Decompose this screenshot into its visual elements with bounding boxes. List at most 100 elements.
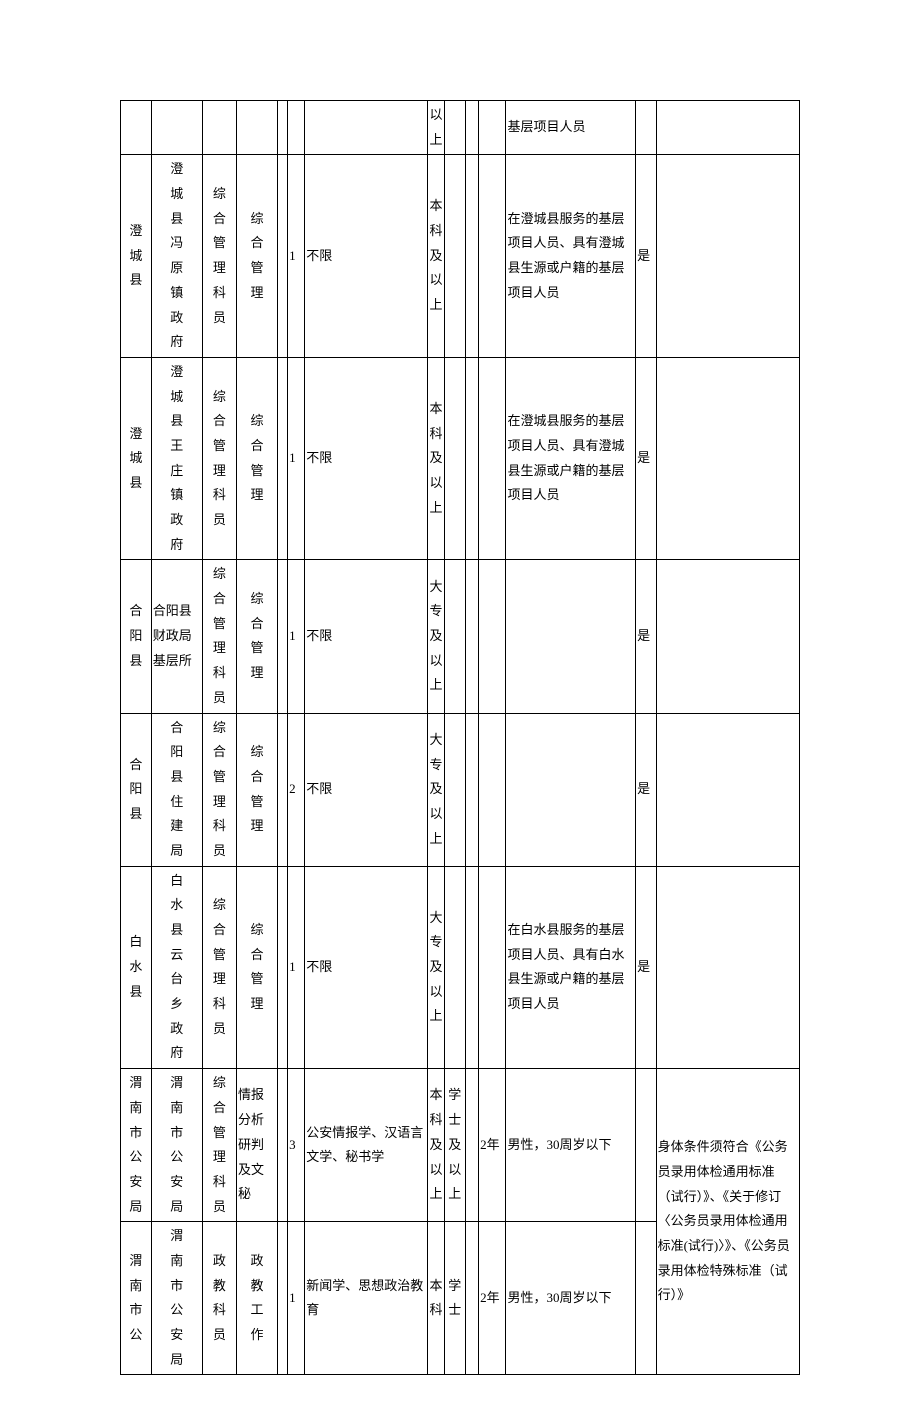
cell xyxy=(305,101,428,155)
cell xyxy=(465,1222,479,1375)
cell: 政教科员 xyxy=(202,1222,236,1375)
cell: 1 xyxy=(288,1222,305,1375)
cell xyxy=(479,560,506,713)
cell xyxy=(277,1222,287,1375)
cell: 2 xyxy=(288,713,305,866)
cell: 2年 xyxy=(479,1222,506,1375)
cell: 本科及以上 xyxy=(428,1069,445,1222)
cell: 综合管理科员 xyxy=(202,866,236,1069)
cell: 综合管理科员 xyxy=(202,713,236,866)
cell xyxy=(465,713,479,866)
cell: 基层项目人员 xyxy=(506,101,636,155)
cell xyxy=(202,101,236,155)
cell: 不限 xyxy=(305,713,428,866)
cell: 综合管理 xyxy=(236,560,277,713)
cell: 不限 xyxy=(305,560,428,713)
table-row: 渭南市公安局渭南市公安局综合管理科员情报分析研判及文秘3公安情报学、汉语言文学、… xyxy=(121,1069,800,1222)
cell: 是 xyxy=(636,560,656,713)
cell: 综合管理 xyxy=(236,155,277,358)
cell: 合阳县住建局 xyxy=(151,713,202,866)
cell xyxy=(465,101,479,155)
cell: 不限 xyxy=(305,155,428,358)
cell xyxy=(277,155,287,358)
cell xyxy=(636,101,656,155)
cell: 澄城县 xyxy=(121,357,152,560)
cell xyxy=(445,713,465,866)
cell xyxy=(656,560,799,713)
cell: 合阳县财政局基层所 xyxy=(151,560,202,713)
cell: 男性，30周岁以下 xyxy=(506,1069,636,1222)
cell xyxy=(656,101,799,155)
cell xyxy=(479,357,506,560)
table-row: 合阳县合阳县财政局基层所综合管理科员综合管理 1不限大专及以上 是 xyxy=(121,560,800,713)
cell: 综合管理科员 xyxy=(202,155,236,358)
cell xyxy=(277,713,287,866)
cell xyxy=(479,101,506,155)
cell: 在白水县服务的基层项目人员、具有白水县生源或户籍的基层项目人员 xyxy=(506,866,636,1069)
table-row: 澄城县澄城县冯原镇政府综合管理科员综合管理 1不限本科及以上 在澄城县服务的基层项目… xyxy=(121,155,800,358)
cell: 是 xyxy=(636,357,656,560)
cell: 大专及以上 xyxy=(428,713,445,866)
cell: 渭南市公安局 xyxy=(151,1222,202,1375)
table-row: 以上 基层项目人员 xyxy=(121,101,800,155)
cell: 本科及以上 xyxy=(428,155,445,358)
cell: 1 xyxy=(288,560,305,713)
cell xyxy=(656,357,799,560)
cell: 渭南市公安局 xyxy=(151,1069,202,1222)
cell xyxy=(465,866,479,1069)
table-row: 澄城县澄城县王庄镇政府综合管理科员综合管理1不限本科及以上在澄城县服务的基层项目… xyxy=(121,357,800,560)
cell xyxy=(479,155,506,358)
cell: 公安情报学、汉语言文学、秘书学 xyxy=(305,1069,428,1222)
cell xyxy=(277,357,287,560)
cell xyxy=(465,155,479,358)
cell xyxy=(479,866,506,1069)
cell: 在澄城县服务的基层项目人员、具有澄城县生源或户籍的基层项目人员 xyxy=(506,155,636,358)
cell: 大专及以上 xyxy=(428,560,445,713)
cell: 是 xyxy=(636,713,656,866)
cell xyxy=(445,357,465,560)
cell xyxy=(479,713,506,866)
cell: 合阳县 xyxy=(121,560,152,713)
cell xyxy=(465,357,479,560)
cell: 大专及以上 xyxy=(428,866,445,1069)
cell: 综合管理科员 xyxy=(202,560,236,713)
cell: 综合管理科员 xyxy=(202,1069,236,1222)
cell xyxy=(277,101,287,155)
cell: 不限 xyxy=(305,866,428,1069)
cell: 是 xyxy=(636,155,656,358)
cell: 本科 xyxy=(428,1222,445,1375)
cell: 1 xyxy=(288,866,305,1069)
cell xyxy=(277,1069,287,1222)
cell: 白水县 xyxy=(121,866,152,1069)
cell: 3 xyxy=(288,1069,305,1222)
cell: 澄城县 xyxy=(121,155,152,358)
cell xyxy=(506,560,636,713)
cell: 以上 xyxy=(428,101,445,155)
cell: 渭南市公安局 xyxy=(121,1069,152,1222)
cell xyxy=(656,155,799,358)
cell: 2年 xyxy=(479,1069,506,1222)
cell: 渭南市公 xyxy=(121,1222,152,1375)
cell: 1 xyxy=(288,155,305,358)
cell xyxy=(151,101,202,155)
cell xyxy=(288,101,305,155)
cell: 情报分析研判及文秘 xyxy=(236,1069,277,1222)
recruitment-table: 以上基层项目人员澄城县澄城县冯原镇政府综合管理科员综合管理1不限本科及以上在澄城… xyxy=(120,100,800,1375)
cell: 1 xyxy=(288,357,305,560)
cell: 在澄城县服务的基层项目人员、具有澄城县生源或户籍的基层项目人员 xyxy=(506,357,636,560)
cell xyxy=(636,1222,656,1375)
cell: 学士及以上 xyxy=(445,1069,465,1222)
cell xyxy=(445,155,465,358)
cell: 本科及以上 xyxy=(428,357,445,560)
cell: 综合管理 xyxy=(236,357,277,560)
cell xyxy=(656,713,799,866)
cell: 综合管理 xyxy=(236,866,277,1069)
cell xyxy=(506,713,636,866)
cell xyxy=(277,866,287,1069)
cell: 澄城县王庄镇政府 xyxy=(151,357,202,560)
cell: 男性，30周岁以下 xyxy=(506,1222,636,1375)
cell: 澄城县冯原镇政府 xyxy=(151,155,202,358)
table-row: 白水县白水县云台乡政府综合管理科员综合管理1不限大专及以上在白水县服务的基层项目… xyxy=(121,866,800,1069)
table-row: 合阳县合阳县住建局综合管理科员综合管理2不限大专及以上是 xyxy=(121,713,800,866)
cell xyxy=(656,866,799,1069)
